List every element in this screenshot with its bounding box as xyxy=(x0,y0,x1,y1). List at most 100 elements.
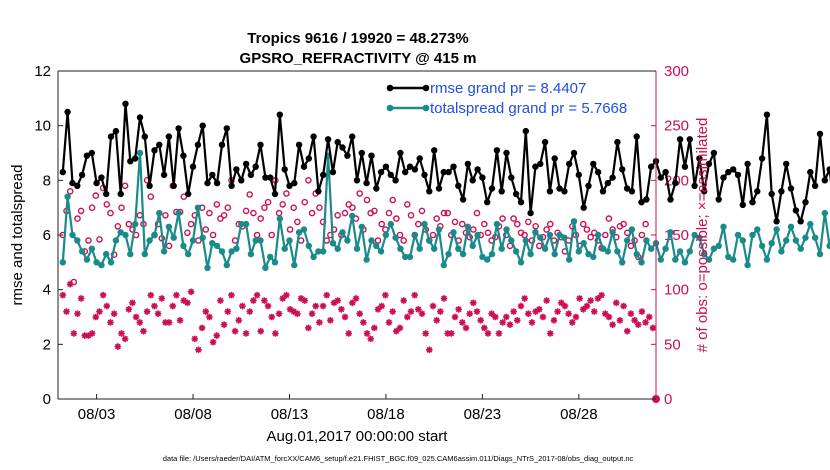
assimilated-obs-marker xyxy=(187,288,195,296)
totalspread-point xyxy=(392,234,399,241)
rmse-point xyxy=(778,188,785,195)
possible-obs-marker xyxy=(85,237,92,244)
possible-obs-marker xyxy=(407,211,415,219)
assimilated-obs-marker xyxy=(631,316,638,324)
assimilated-obs-marker xyxy=(283,291,290,299)
totalspread-point xyxy=(739,237,746,244)
totalspread-point xyxy=(267,253,274,261)
assimilated-obs-marker xyxy=(367,335,374,343)
rmse-point xyxy=(122,100,129,108)
possible-obs-marker xyxy=(283,190,290,197)
totalspread-point xyxy=(541,245,549,252)
assimilated-obs-marker xyxy=(206,313,213,321)
assimilated-obs-marker xyxy=(649,324,657,332)
assimilated-obs-marker xyxy=(334,297,342,304)
assimilated-obs-marker xyxy=(382,291,389,299)
totalspread-point xyxy=(170,234,177,241)
x-tick-label: 08/18 xyxy=(367,406,405,423)
totalspread-point xyxy=(768,240,775,247)
rmse-point xyxy=(445,168,452,176)
totalspread-point xyxy=(189,237,197,244)
x-tick-label: 08/03 xyxy=(78,406,116,423)
rmse-point xyxy=(373,185,380,192)
possible-obs-marker xyxy=(253,231,261,239)
rmse-point xyxy=(464,160,472,168)
rmse-point xyxy=(479,174,486,181)
totalspread-point xyxy=(657,256,664,263)
totalspread-point xyxy=(209,240,216,247)
rmse-point xyxy=(672,179,679,187)
rmse-point xyxy=(585,182,592,189)
totalspread-point xyxy=(749,231,756,239)
totalspread-point xyxy=(98,261,105,269)
totalspread-point xyxy=(421,220,428,228)
totalspread-point xyxy=(435,226,443,233)
totalspread-point xyxy=(508,237,515,244)
assimilated-obs-marker xyxy=(492,313,499,321)
rmse-point xyxy=(349,133,356,140)
rmse-point xyxy=(450,163,457,170)
totalspread-point xyxy=(734,231,742,239)
totalspread-point xyxy=(276,215,283,222)
rmse-point xyxy=(517,199,525,206)
totalspread-point xyxy=(233,245,240,252)
assimilated-obs-marker xyxy=(114,343,122,350)
possible-obs-marker xyxy=(469,226,477,233)
totalspread-point xyxy=(103,250,110,258)
rmse-point xyxy=(358,149,365,157)
totalspread-point xyxy=(117,229,124,236)
possible-obs-marker xyxy=(107,209,114,217)
totalspread-point xyxy=(132,220,139,228)
totalspread-point xyxy=(397,245,404,252)
rmse-point xyxy=(599,188,607,195)
assimilated-obs-marker xyxy=(294,310,301,318)
rmse-point xyxy=(512,190,520,198)
assimilated-obs-marker xyxy=(605,313,613,321)
possible-obs-marker xyxy=(162,211,169,219)
rmse-point xyxy=(93,179,100,187)
possible-obs-marker xyxy=(66,187,74,195)
rmse-point xyxy=(566,160,573,168)
rmse-point xyxy=(363,179,370,187)
totalspread-point xyxy=(156,209,163,217)
totalspread-point xyxy=(291,261,298,269)
totalspread-point xyxy=(754,226,761,233)
assimilated-obs-marker xyxy=(462,324,470,332)
assimilated-obs-marker xyxy=(590,308,598,315)
assimilated-obs-marker xyxy=(290,308,298,315)
rmse-point xyxy=(508,174,515,181)
possible-obs-marker xyxy=(583,226,591,233)
totalspread-point xyxy=(141,250,148,258)
assimilated-obs-marker xyxy=(77,295,85,302)
legend-spread-marker xyxy=(386,104,394,112)
totalspread-point xyxy=(257,237,264,244)
rmse-point xyxy=(546,188,554,195)
totalspread-point xyxy=(725,253,732,261)
rmse-point xyxy=(619,166,626,173)
possible-obs-marker xyxy=(374,237,382,244)
totalspread-point xyxy=(175,209,182,217)
assimilated-obs-marker xyxy=(330,299,338,307)
totalspread-point xyxy=(493,220,501,228)
right-tick-label: 50 xyxy=(664,336,681,353)
assimilated-obs-marker xyxy=(440,295,448,302)
right-tick-label: 0 xyxy=(664,391,672,408)
left-tick-label: 8 xyxy=(43,172,51,189)
totalspread-point xyxy=(792,237,800,244)
left-tick-label: 10 xyxy=(34,118,51,135)
assimilated-obs-marker xyxy=(341,313,349,321)
totalspread-point xyxy=(377,248,385,255)
assimilated-obs-marker xyxy=(546,330,554,337)
rmse-point xyxy=(426,188,433,195)
assimilated-obs-marker xyxy=(143,308,151,315)
assimilated-obs-marker xyxy=(165,319,173,326)
assimilated-obs-marker xyxy=(356,310,364,318)
assimilated-obs-marker xyxy=(250,297,257,304)
totalspread-point xyxy=(604,248,611,255)
rmse-point xyxy=(710,149,718,157)
totalspread-point xyxy=(74,237,81,244)
rmse-point xyxy=(590,160,597,168)
possible-obs-marker xyxy=(525,218,532,226)
totalspread-point xyxy=(672,256,679,263)
